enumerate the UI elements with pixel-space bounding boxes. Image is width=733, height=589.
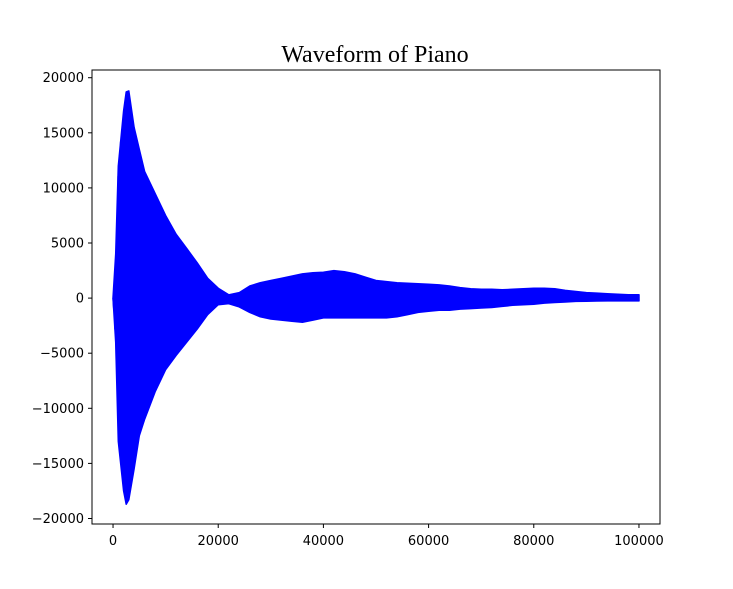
x-tick-label: 20000 xyxy=(198,534,239,549)
x-tick-label: 0 xyxy=(109,534,117,549)
y-tick-label: −5000 xyxy=(40,347,84,362)
series-0-line xyxy=(112,112,640,502)
y-tick-label: 15000 xyxy=(43,126,84,141)
x-tick-label: 40000 xyxy=(303,534,344,549)
x-tick-label: 60000 xyxy=(408,534,449,549)
x-tick-label: 80000 xyxy=(513,534,554,549)
series-0-waveform xyxy=(112,90,640,505)
chart-title: Waveform of Piano xyxy=(281,42,468,68)
plot-frame xyxy=(91,69,661,525)
y-tick-label: 10000 xyxy=(43,181,84,196)
y-tick-label: −20000 xyxy=(32,512,84,527)
y-axis: 20000 15000 10000 5000 0 −5000 −10000 −15000 −20… xyxy=(32,71,92,527)
y-tick-label: −15000 xyxy=(32,457,84,472)
x-axis: 0 20000 40000 60000 80000 100000 xyxy=(109,524,664,549)
plot-area xyxy=(91,69,661,525)
y-tick-label: 5000 xyxy=(51,237,84,252)
x-tick-label: 100000 xyxy=(614,534,664,549)
y-tick-label: 0 xyxy=(76,292,84,307)
y-tick-label: 20000 xyxy=(43,71,84,86)
y-tick-label: −10000 xyxy=(32,402,84,417)
